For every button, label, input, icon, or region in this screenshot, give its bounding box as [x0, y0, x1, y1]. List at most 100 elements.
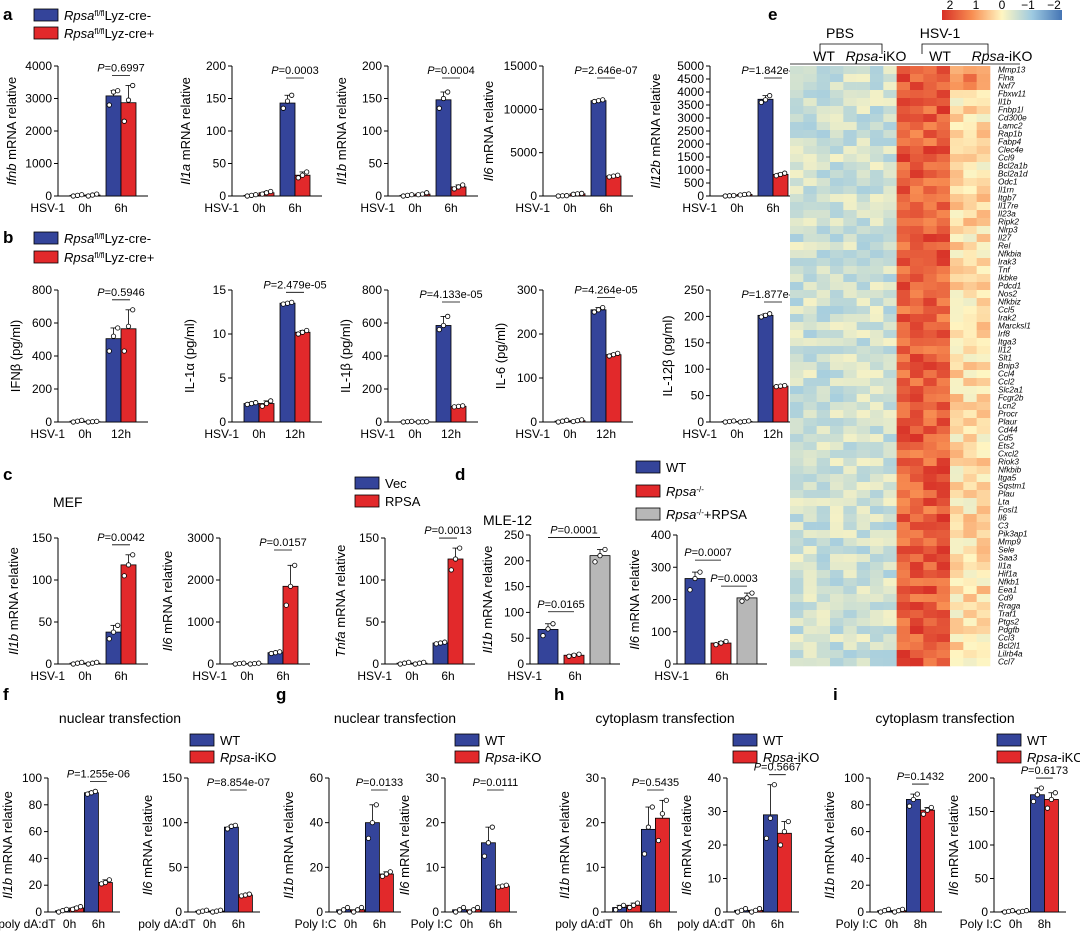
- text-part: Rpsa: [666, 507, 696, 522]
- data-point: [436, 326, 442, 333]
- heatmap-cell: [910, 74, 924, 83]
- y-tick-label: 100: [968, 838, 988, 852]
- x-tick-label: 12h: [441, 427, 461, 441]
- text-part: P: [97, 532, 105, 544]
- heatmap-cell: [883, 474, 897, 483]
- text-part: =0.0157: [267, 537, 307, 549]
- heatmap-cell: [856, 370, 871, 379]
- heatmap-cell: [790, 450, 804, 459]
- heatmap-cell: [883, 146, 897, 155]
- y-tick-label: 20: [851, 878, 865, 892]
- data-point: [559, 193, 566, 199]
- heatmap-cell: [856, 442, 871, 451]
- heatmap-cell: [870, 306, 884, 315]
- heatmap-cell: [843, 362, 857, 371]
- heatmap-cell: [963, 290, 977, 299]
- heatmap-cell: [896, 434, 911, 443]
- text-part: P: [574, 65, 582, 77]
- heatmap-cell: [963, 274, 977, 283]
- y-tick-label: 150: [162, 771, 182, 785]
- text-part: Rpsa: [763, 750, 793, 765]
- heatmap-cell: [803, 618, 817, 627]
- y-tick-label: 200: [504, 554, 524, 568]
- text-part: Il6: [679, 881, 694, 896]
- heatmap-cell: [816, 618, 831, 627]
- heatmap-cell: [790, 618, 804, 627]
- heatmap-cell: [963, 154, 977, 163]
- heatmap-cell: [830, 490, 844, 499]
- heatmap-cell: [816, 306, 831, 315]
- y-tick-label: 0: [35, 905, 42, 919]
- heatmap-cell: [976, 546, 991, 555]
- heatmap-cell: [896, 170, 911, 179]
- data-point: [767, 93, 773, 99]
- heatmap-cell: [816, 402, 831, 411]
- data-point: [74, 192, 81, 198]
- heatmap-cell: [843, 410, 857, 419]
- heatmap-cell: [910, 450, 924, 459]
- legend-b-ko-label: Rpsafl/flLyz-cre+: [64, 250, 154, 265]
- text-part: WT: [763, 733, 783, 748]
- heatmap-cell: [856, 242, 871, 251]
- y-tick-label: 150: [504, 580, 524, 594]
- text-part: WT: [929, 48, 951, 64]
- data-point: [718, 640, 724, 646]
- heatmap-cell: [856, 274, 871, 283]
- heatmap-cell: [856, 578, 871, 587]
- heatmap-cell: [843, 346, 857, 355]
- heatmap-cell: [856, 514, 871, 523]
- data-point: [713, 642, 719, 648]
- heatmap-cell: [910, 234, 924, 243]
- heatmap-cell: [816, 338, 831, 347]
- p-value-label: P=0.6997: [97, 63, 144, 75]
- heatmap-cell: [896, 250, 911, 259]
- text-part: =0.0007: [692, 547, 732, 559]
- heatmap-cell: [790, 522, 804, 531]
- heatmap-cell: [870, 650, 884, 659]
- heatmap-cell: [976, 458, 991, 467]
- heatmap-cell: [976, 258, 991, 267]
- heatmap-cell: [816, 106, 831, 115]
- heatmap-cell: [856, 234, 871, 243]
- heatmap-cell: [870, 562, 884, 571]
- heatmap-cell: [816, 650, 831, 659]
- data-point: [419, 419, 426, 425]
- panel-letter-g: g: [276, 685, 286, 704]
- heatmap-cell: [883, 90, 897, 99]
- heatmap-cell: [923, 274, 937, 283]
- heatmap-cell: [950, 154, 964, 163]
- heatmap-cell: [950, 298, 964, 307]
- heatmap-cell: [950, 442, 964, 451]
- heatmap-cell: [803, 650, 817, 659]
- heatmap-cell: [843, 618, 857, 627]
- heatmap-cell: [923, 402, 937, 411]
- panel-letter-d: d: [455, 465, 465, 484]
- heatmap-cell: [910, 594, 924, 603]
- heatmap-cell: [790, 82, 804, 91]
- heatmap-cell: [843, 258, 857, 267]
- heatmap-cell: [870, 658, 884, 667]
- group-bracket-pbs: [819, 43, 883, 54]
- y-tick-label: 40: [29, 851, 43, 865]
- data-point: [1009, 908, 1016, 914]
- heatmap-cell: [790, 362, 804, 371]
- data-point: [419, 191, 426, 197]
- data-point: [224, 826, 231, 832]
- data-point: [742, 906, 749, 912]
- heatmap-cell: [976, 242, 991, 251]
- heatmap-cell: [830, 410, 844, 419]
- text-part: WT: [1027, 733, 1047, 748]
- heatmap-cell: [870, 146, 884, 155]
- heatmap-cell: [790, 162, 804, 171]
- heatmap-cell: [883, 218, 897, 227]
- heatmap-cell: [896, 514, 911, 523]
- data-point: [758, 99, 764, 106]
- heatmap-cell: [923, 562, 937, 571]
- data-point: [79, 192, 85, 198]
- data-point: [130, 82, 136, 89]
- x-tick-label: 6h: [441, 669, 454, 683]
- x-axis-title: Poly I:C: [411, 917, 453, 931]
- heatmap-cell: [910, 570, 924, 579]
- heatmap-cell: [950, 602, 964, 611]
- heatmap-cell: [950, 122, 964, 131]
